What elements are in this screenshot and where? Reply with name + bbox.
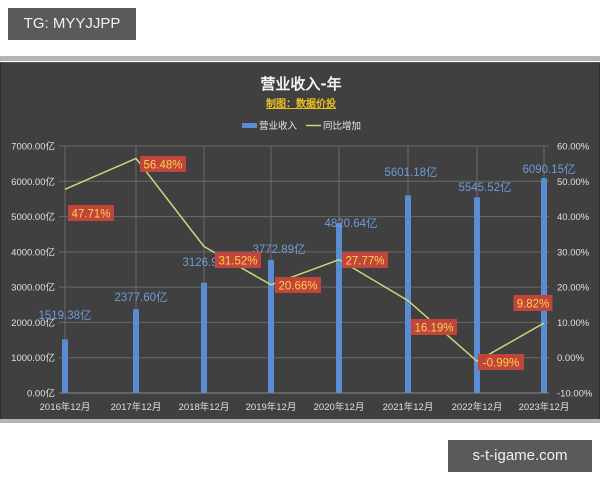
left-axis-tick: 3000.00亿 — [11, 282, 55, 294]
pct-label-box — [513, 295, 553, 311]
left-axis-tick: 2000.00亿 — [11, 317, 55, 329]
bar-value-label: 5601.18亿 — [384, 166, 437, 179]
x-axis-tick: 2022年12月 — [452, 401, 503, 413]
pct-value-label: 31.52% — [218, 256, 257, 268]
x-axis-tick: 2018年12月 — [179, 401, 230, 413]
pct-label-box — [275, 277, 321, 293]
right-axis-tick: 50.00% — [557, 177, 590, 188]
pct-value-label: 27.77% — [345, 256, 384, 268]
left-axis-tick: 1000.00亿 — [11, 352, 55, 364]
bar-revenue — [133, 309, 139, 393]
legend-label-yoy: 同比增加 — [323, 120, 361, 132]
x-axis-tick: 2017年12月 — [111, 401, 162, 413]
right-axis-tick: 40.00% — [557, 212, 590, 223]
right-axis-tick: 0.00% — [557, 353, 584, 364]
watermark-bottom: s-t-igame.com — [448, 440, 592, 472]
x-axis-tick: 2019年12月 — [246, 401, 297, 413]
pct-label-box — [140, 156, 186, 172]
pct-label-box — [342, 252, 388, 268]
bar-revenue — [541, 178, 547, 393]
chart-subtitle: 制图：数据价投 — [266, 97, 336, 110]
x-axis-tick: 2021年12月 — [383, 401, 434, 413]
right-axis-tick: 20.00% — [557, 283, 590, 294]
pct-value-label: 16.19% — [414, 323, 453, 335]
x-axis-tick: 2023年12月 — [519, 401, 570, 413]
bar-revenue — [405, 195, 411, 393]
left-axis-tick: 6000.00亿 — [11, 176, 55, 188]
bar-revenue — [336, 222, 342, 393]
right-axis-tick: 10.00% — [557, 318, 590, 329]
pct-label-box — [411, 319, 457, 335]
right-axis-tick: 30.00% — [557, 247, 590, 258]
bar-revenue — [474, 197, 480, 393]
bar-revenue — [62, 339, 68, 393]
watermark-top: TG: MYYJJPP — [8, 8, 136, 40]
left-axis-tick: 5000.00亿 — [11, 211, 55, 223]
x-axis-tick: 2020年12月 — [314, 401, 365, 413]
right-axis-tick: -10.00% — [557, 389, 593, 400]
right-axis-tick: 60.00% — [557, 142, 590, 153]
x-axis-tick: 2016年12月 — [40, 401, 91, 413]
bar-value-label: 2377.60亿 — [114, 291, 167, 304]
frame-bottom-border — [0, 419, 600, 423]
legend-bar-swatch-icon — [242, 123, 257, 128]
pct-value-label: 9.82% — [517, 299, 550, 311]
left-axis-tick: 7000.00亿 — [11, 141, 55, 153]
left-axis-tick: 0.00亿 — [27, 388, 55, 400]
pct-value-label: 56.48% — [143, 160, 182, 172]
bar-revenue — [268, 259, 274, 393]
frame-top-border — [0, 56, 600, 61]
pct-label-box — [478, 354, 524, 370]
pct-label-box — [215, 252, 261, 268]
pct-value-label: 20.66% — [278, 281, 317, 293]
bar-value-label: 3772.89亿 — [252, 243, 305, 256]
yoy-growth-line — [64, 157, 545, 363]
bar-value-label: 5545.52亿 — [458, 181, 511, 194]
bar-value-label: 1519.38亿 — [38, 309, 91, 322]
bar-value-label: 6090.15亿 — [522, 163, 575, 176]
pct-label-box — [68, 205, 114, 221]
legend-label-revenue: 营业收入 — [259, 120, 298, 132]
bar-value-label: 4820.64亿 — [324, 217, 377, 230]
pct-value-label: 47.71% — [71, 209, 110, 221]
pct-value-label: -0.99% — [483, 358, 519, 370]
chart-title: 营业收入-年 — [260, 75, 341, 93]
bar-revenue — [201, 282, 207, 393]
chart-panel: 营业收入-年制图：数据价投营业收入 同比增加 0.00亿 1000.00亿 2000.0… — [0, 62, 600, 420]
left-axis-tick: 4000.00亿 — [11, 246, 55, 258]
